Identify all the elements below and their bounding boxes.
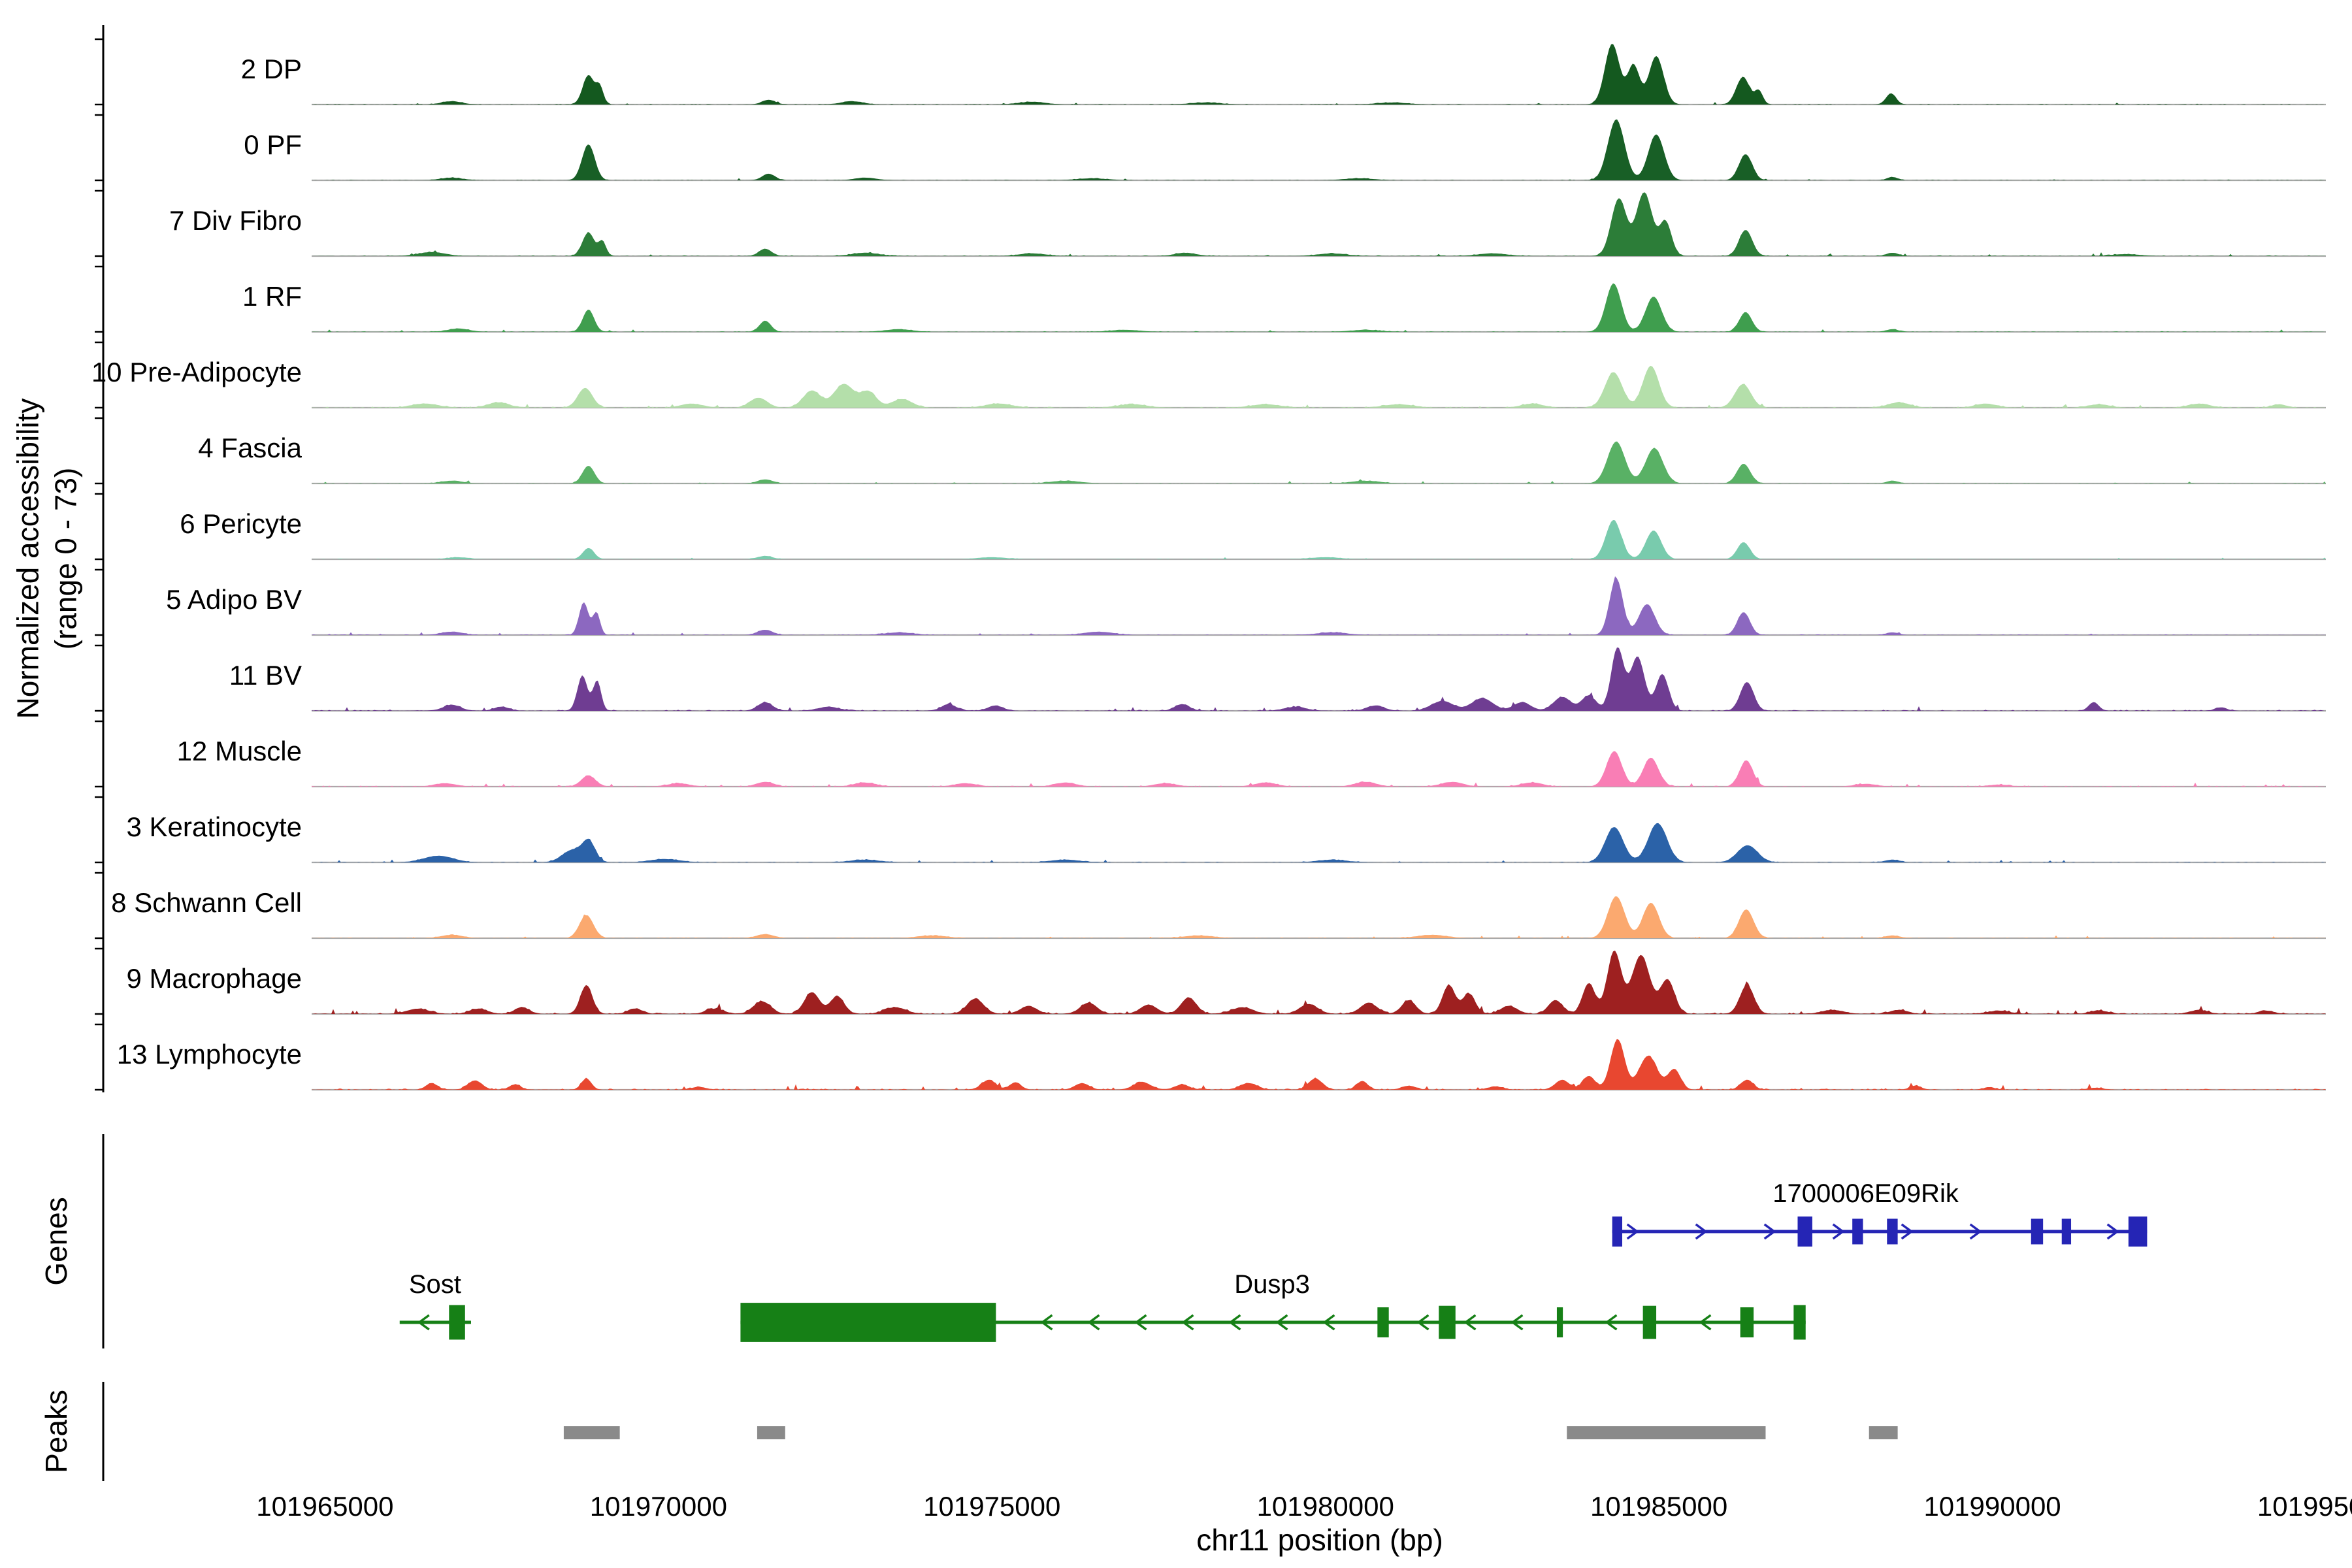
genes-section-label: Genes [39,1197,73,1286]
coverage-area [312,520,2326,559]
track-label: 10 Pre-Adipocyte [91,357,302,387]
exon-rect [1439,1305,1456,1339]
coverage-area [312,44,2326,105]
track-label: 1 RF [242,281,302,312]
strand-arrow-icon [1511,1314,1524,1331]
gene-label: Dusp3 [1234,1270,1310,1299]
peak-region-rect [757,1426,785,1439]
strand-arrow-icon [1901,1223,1914,1240]
peak-region-rect [563,1426,620,1439]
x-tick-label: 101990000 [1923,1491,2061,1522]
exon-rect [1612,1217,1622,1247]
track-label: 2 DP [240,54,302,84]
strand-arrow-icon [1626,1223,1639,1240]
strand-arrow-icon [2106,1223,2119,1240]
track-label: 12 Muscle [176,736,302,766]
coverage-area [312,192,2326,256]
strand-arrow-icon [1087,1314,1100,1331]
strand-arrow-icon [1181,1314,1194,1331]
x-tick-label: 101980000 [1256,1491,1394,1522]
x-tick-label: 101995000 [2257,1491,2352,1522]
strand-arrow-icon [1416,1314,1429,1331]
strand-arrow-icon [1040,1314,1053,1331]
exon-rect [1377,1307,1389,1337]
strand-arrow-icon [1969,1223,1982,1240]
track-label: 4 Fascia [198,433,302,463]
strand-arrow-icon [1605,1314,1618,1331]
exon-rect [2061,1218,2072,1245]
coverage-area [312,441,2326,483]
track-label: 13 Lymphocyte [116,1039,302,1070]
strand-arrow-icon [1463,1314,1477,1331]
strand-arrow-icon [1275,1314,1288,1331]
exon-rect [1852,1218,1863,1245]
coverage-area [312,896,2326,938]
strand-arrow-icon [1699,1314,1712,1331]
coverage-area [312,365,2326,408]
track-label: 11 BV [229,660,302,691]
coverage-area [312,283,2326,332]
strand-arrow-icon [1134,1314,1147,1331]
x-axis-title: chr11 position (bp) [1196,1523,1443,1557]
track-label: 6 Pericyte [180,508,302,539]
track-label: 8 Schwann Cell [111,887,302,918]
exon-rect [1556,1307,1563,1337]
exon-rect [2128,1217,2148,1247]
strand-arrow-icon [1322,1314,1335,1331]
exon-rect [449,1305,465,1340]
track-label: 0 PF [244,129,302,160]
track-label: 7 Div Fibro [169,205,302,236]
x-tick-label: 101965000 [256,1491,394,1522]
strand-arrow-icon [1695,1223,1708,1240]
coverage-area [312,119,2326,180]
peak-region-rect [1869,1426,1898,1439]
strand-arrow-icon [1832,1223,1845,1240]
gene-label: Sost [408,1270,461,1299]
exon-rect [1797,1217,1812,1247]
exon-rect [2031,1218,2044,1245]
strand-arrow-icon [417,1314,430,1331]
track-label: 5 Adipo BV [166,584,302,615]
exon-rect [740,1303,996,1342]
track-label: 3 Keratinocyte [126,811,302,842]
x-tick-label: 101985000 [1590,1491,1728,1522]
x-tick-label: 101975000 [923,1491,1061,1522]
coverage-area [312,1039,2326,1090]
coverage-area [312,751,2326,787]
peaks-section-label: Peaks [39,1390,73,1473]
coverage-area [312,576,2326,635]
strand-arrow-icon [1228,1314,1241,1331]
x-tick-label: 101970000 [589,1491,727,1522]
coverage-area [312,823,2326,862]
peak-region-rect [1567,1426,1766,1439]
exon-rect [1642,1305,1657,1339]
coverage-area [312,647,2326,711]
gene-label: 1700006E09Rik [1772,1179,1959,1208]
coverage-area [312,951,2326,1014]
strand-arrow-icon [1763,1223,1776,1240]
track-label: 9 Macrophage [126,963,302,994]
exon-rect [1887,1218,1898,1245]
exon-rect [1740,1307,1754,1337]
exon-rect [1793,1305,1806,1340]
